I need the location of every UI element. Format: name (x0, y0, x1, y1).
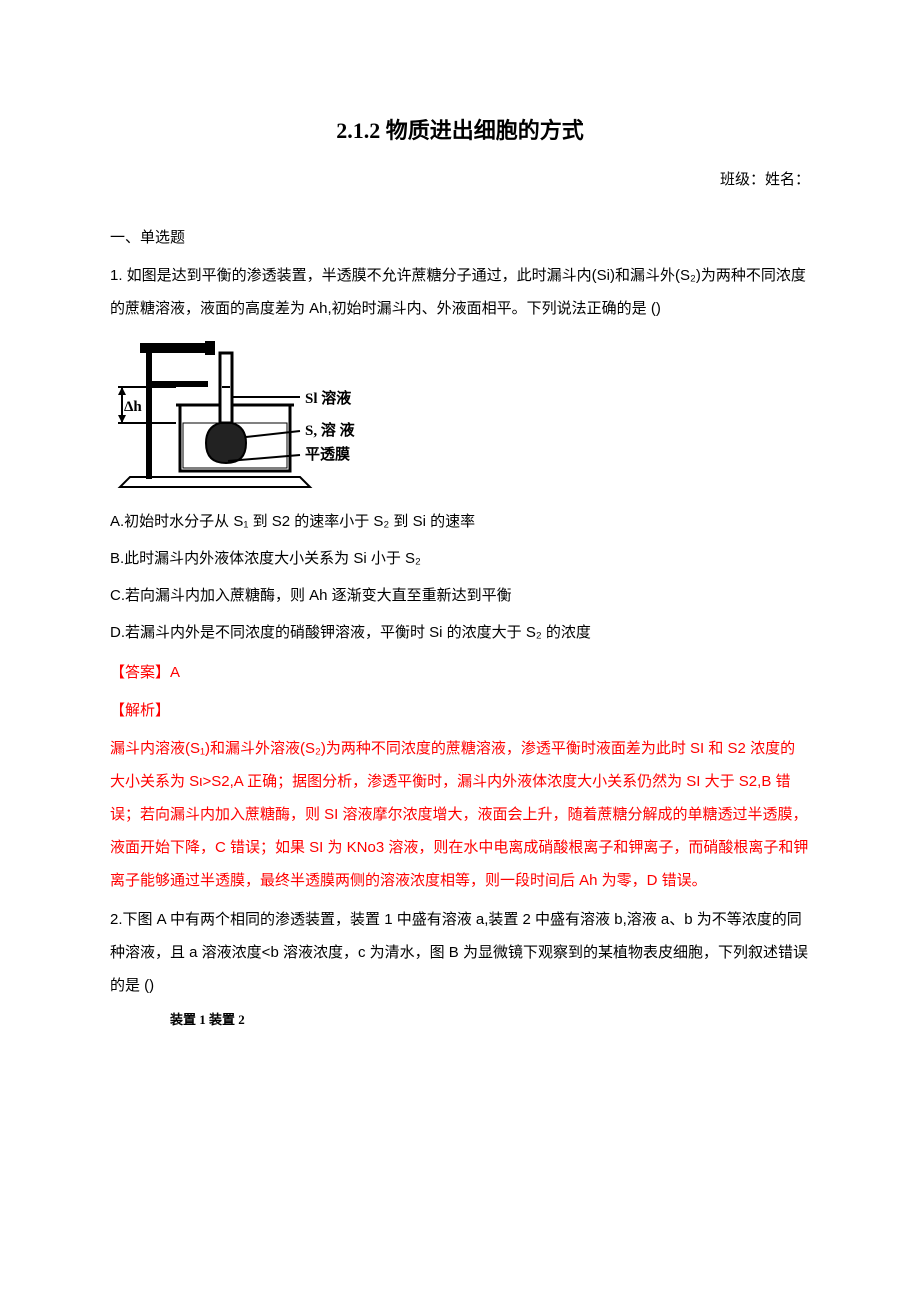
q1-option-c: C.若向漏斗内加入蔗糖酶，则 Ah 逐渐变大直至重新达到平衡 (110, 579, 810, 612)
q1-figure: Δh Sl 溶液 S, 溶 液 平透膜 (110, 337, 370, 497)
q1-option-a: A.初始时水分子从 S₁ 到 S2 的速率小于 S₂ 到 Si 的速率 (110, 505, 810, 538)
document-page: 2.1.2 物质进出细胞的方式 班级：姓名： 一、单选题 1. 如图是达到平衡的… (0, 0, 920, 1301)
q1-option-b: B.此时漏斗内外液体浓度大小关系为 Si 小于 S₂ (110, 542, 810, 575)
membrane-label: 平透膜 (305, 441, 350, 470)
section-heading: 一、单选题 (110, 224, 810, 253)
q2-stem: 2.下图 A 中有两个相同的渗透装置，装置 1 中盛有溶液 a,装置 2 中盛有… (110, 903, 810, 1002)
delta-h-label: Δh (124, 393, 142, 422)
document-title: 2.1.2 物质进出细胞的方式 (110, 110, 810, 152)
q2-device-label: 装置 1 装置 2 (170, 1008, 810, 1033)
class-name-line: 班级：姓名： (110, 166, 810, 195)
q1-explain-label: 【解析】 (110, 697, 810, 726)
q1-answer: 【答案】A (110, 659, 810, 688)
q1-explanation: 漏斗内溶液(S₁)和漏斗外溶液(S₂)为两种不同浓度的蔗糖溶液，渗透平衡时液面差… (110, 732, 810, 897)
q1-stem: 1. 如图是达到平衡的渗透装置，半透膜不允许蔗糖分子通过，此时漏斗内(Si)和漏… (110, 259, 810, 325)
s1-label: Sl 溶液 (305, 385, 351, 414)
q1-option-d: D.若漏斗内外是不同浓度的硝酸钾溶液，平衡时 Si 的浓度大于 S₂ 的浓度 (110, 616, 810, 649)
